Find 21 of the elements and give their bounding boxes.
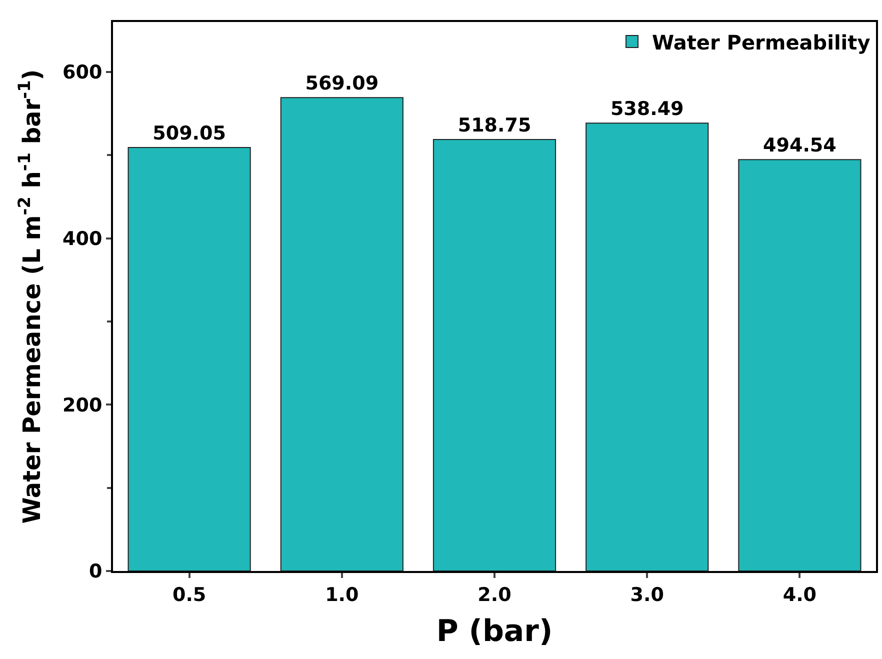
x-tick-label: 4.0	[782, 584, 817, 606]
x-tick-label: 1.0	[325, 584, 359, 606]
bar	[280, 97, 404, 571]
x-tick-label: 0.5	[172, 584, 206, 606]
x-tick-label: 2.0	[478, 584, 512, 606]
data-label: 494.54	[763, 134, 836, 157]
y-tick-label: 200	[62, 394, 102, 416]
x-tick-label: 3.0	[630, 584, 664, 606]
data-label: 538.49	[610, 98, 684, 120]
bar	[432, 138, 556, 571]
data-label: 509.05	[152, 122, 226, 145]
y-tick-label: 0	[88, 560, 102, 583]
bar	[738, 159, 862, 571]
bar	[128, 147, 251, 571]
data-label: 518.75	[458, 114, 532, 136]
y-tick-label: 600	[62, 62, 102, 84]
y-tick-label: 400	[62, 228, 102, 250]
bar	[586, 122, 709, 571]
x-axis-title: P (bar)	[436, 614, 553, 649]
data-label: 569.09	[305, 72, 379, 95]
legend-label: Water Permeability	[652, 30, 870, 54]
